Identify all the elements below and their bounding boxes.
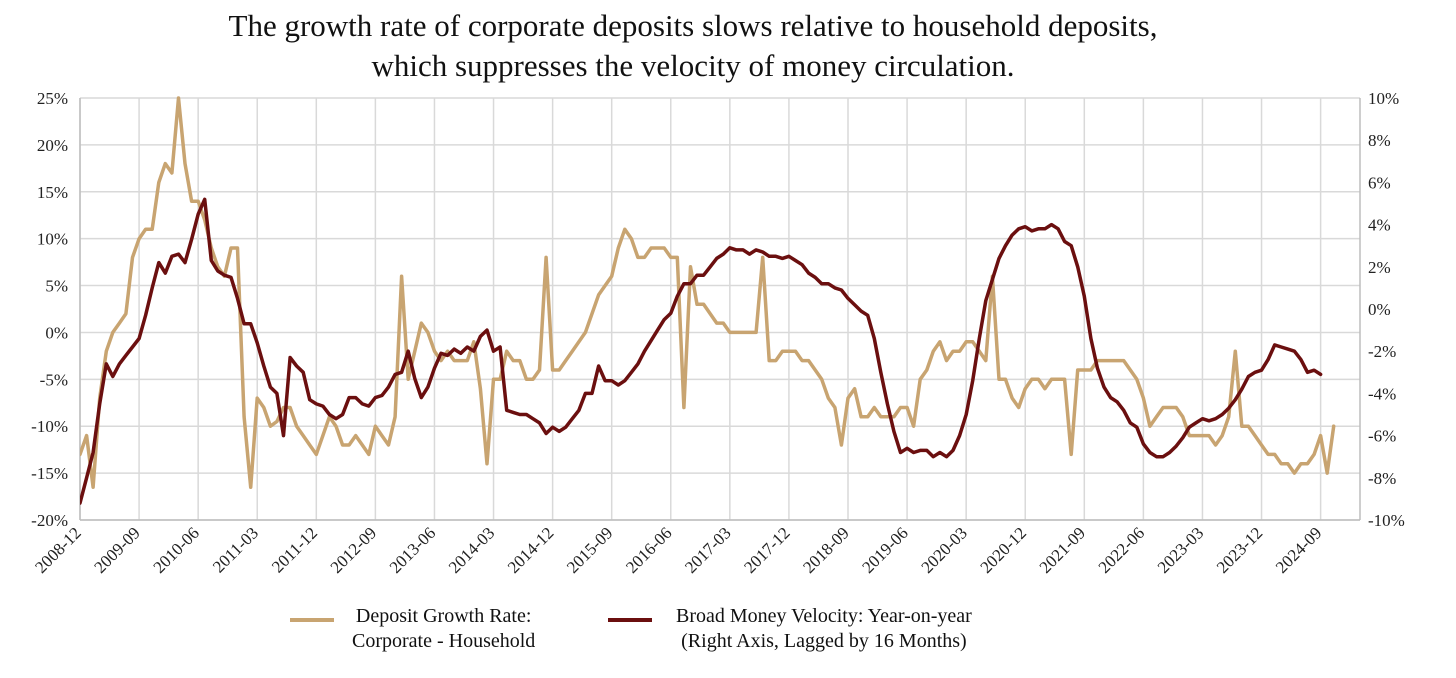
left-tick-label: 15% — [37, 183, 68, 202]
legend-label-corporate-household: Deposit Growth Rate: Corporate - Househo… — [352, 604, 535, 654]
right-tick-label: 10% — [1368, 89, 1399, 108]
x-tick-label: 2010-06 — [149, 523, 203, 577]
legend-swatch-velocity — [608, 618, 652, 622]
right-axis-ticks: 10% 8% 6% 4% 2% 0% -2% -4% -6% -8% -10% — [1368, 89, 1405, 530]
right-tick-label: -6% — [1368, 427, 1396, 446]
series-lines — [80, 96, 1336, 505]
right-tick-label: 0% — [1368, 300, 1391, 319]
right-tick-label: -8% — [1368, 469, 1396, 488]
x-axis-ticks: 2008-12 2009-09 2010-06 2011-03 2011-12 2012-… — [31, 523, 1325, 577]
x-tick-label: 2022-06 — [1095, 523, 1149, 577]
x-tick-label: 2017-03 — [681, 523, 735, 577]
chart-title: The growth rate of corporate deposits sl… — [0, 6, 1386, 86]
grid-lines — [79, 97, 1360, 521]
legend-label-line-2: (Right Axis, Lagged by 16 Months) — [681, 630, 967, 652]
series-line-corporate-household — [80, 96, 1336, 489]
legend-label-line-2: Corporate - Household — [352, 630, 536, 652]
series-line-velocity — [80, 197, 1323, 505]
legend-label-line-1: Deposit Growth Rate: — [355, 605, 532, 627]
x-tick-label: 2017-12 — [740, 523, 794, 577]
left-tick-label: -5% — [40, 370, 68, 389]
x-tick-label: 2023-12 — [1213, 523, 1267, 577]
x-tick-label: 2008-12 — [31, 523, 85, 577]
right-tick-label: -4% — [1368, 384, 1396, 403]
x-tick-label: 2024-09 — [1272, 523, 1326, 577]
left-tick-label: 0% — [45, 323, 68, 342]
left-tick-label: -15% — [31, 464, 68, 483]
right-tick-label: -10% — [1368, 511, 1405, 530]
x-tick-label: 2020-03 — [917, 523, 971, 577]
x-tick-label: 2014-12 — [504, 523, 558, 577]
chart-title-line-1: The growth rate of corporate deposits sl… — [228, 8, 1158, 43]
legend: Deposit Growth Rate: Corporate - Househo… — [290, 604, 1050, 664]
x-tick-label: 2020-12 — [977, 523, 1031, 577]
x-tick-label: 2009-09 — [90, 523, 144, 577]
left-tick-label: -10% — [31, 417, 68, 436]
x-tick-label: 2014-03 — [445, 523, 499, 577]
right-tick-label: 2% — [1368, 258, 1391, 277]
right-tick-label: -2% — [1368, 342, 1396, 361]
legend-label-velocity: Broad Money Velocity: Year-on-year (Righ… — [676, 604, 972, 654]
x-tick-label: 2011-03 — [209, 523, 262, 576]
left-tick-label: 10% — [37, 230, 68, 249]
right-tick-label: 6% — [1368, 173, 1391, 192]
x-tick-label: 2013-06 — [386, 523, 440, 577]
legend-label-line-1: Broad Money Velocity: Year-on-year — [676, 605, 972, 627]
x-tick-label: 2019-06 — [858, 523, 912, 577]
x-tick-label: 2016-06 — [622, 523, 676, 577]
chart-plot: 25% 20% 15% 10% 5% 0% -5% -10% -15% -20% 10% 8% 6% 4… — [31, 89, 1405, 577]
x-tick-label: 2012-09 — [327, 523, 381, 577]
chart-title-line-2: which suppresses the velocity of money c… — [371, 48, 1015, 83]
left-tick-label: 25% — [37, 89, 68, 108]
right-tick-label: 4% — [1368, 216, 1391, 235]
axes — [79, 98, 1361, 521]
left-tick-label: 5% — [45, 277, 68, 296]
x-tick-label: 2015-09 — [563, 523, 617, 577]
x-tick-label: 2023-03 — [1154, 523, 1208, 577]
legend-swatch-corporate-household — [290, 618, 334, 622]
x-tick-label: 2018-09 — [799, 523, 853, 577]
x-tick-label: 2011-12 — [268, 523, 321, 576]
left-axis-ticks: 25% 20% 15% 10% 5% 0% -5% -10% -15% -20% — [31, 89, 68, 530]
left-tick-label: 20% — [37, 136, 68, 155]
left-tick-label: -20% — [31, 511, 68, 530]
right-tick-label: 8% — [1368, 131, 1391, 150]
x-tick-label: 2021-09 — [1036, 523, 1090, 577]
